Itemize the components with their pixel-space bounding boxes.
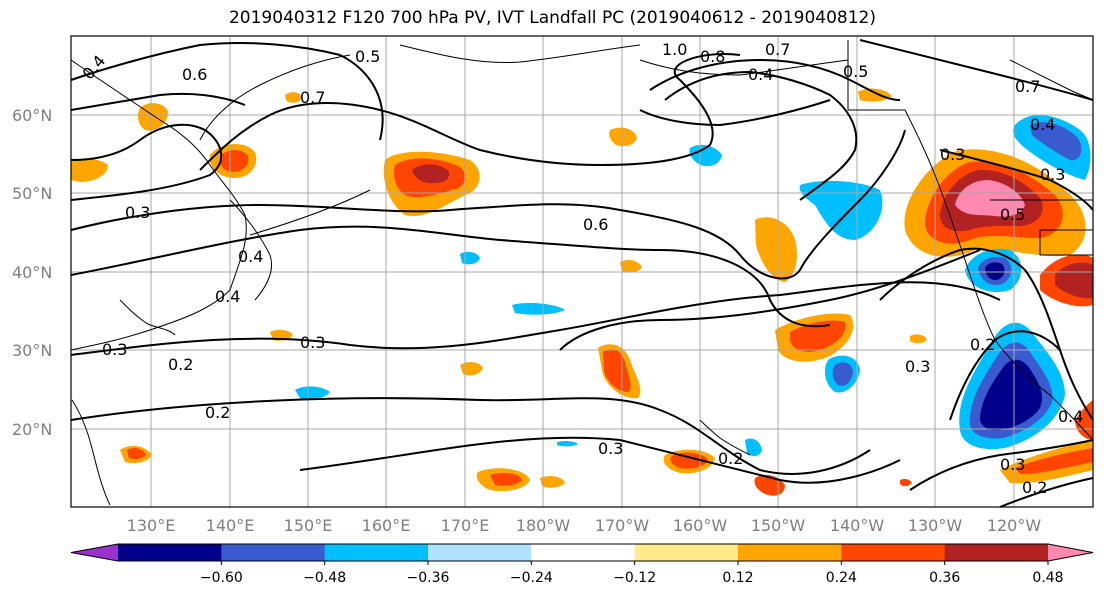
contour-label: 0.3 <box>598 439 623 458</box>
colorbar-tick-label: 0.48 <box>1032 570 1063 586</box>
coastlines <box>70 40 1094 506</box>
lat-label: 20°N <box>12 420 52 439</box>
colorbar: −0.60 −0.48 −0.36 −0.24 −0.12 0.12 0.24 0.36 0.4… <box>70 543 1094 586</box>
contour-label: 0.3 <box>940 145 965 164</box>
lon-label: 150°W <box>751 516 806 535</box>
lon-label: 170°W <box>595 516 650 535</box>
colorbar-tick-label: 0.36 <box>929 570 960 586</box>
pv-contours <box>70 39 1094 508</box>
colorbar-extend-high <box>1048 544 1093 561</box>
contour-label: 0.3 <box>905 357 930 376</box>
contour-label: 0.6 <box>583 215 608 234</box>
colorbar-swatch <box>324 544 429 561</box>
contour-label: 0.3 <box>102 340 127 359</box>
colorbar-tick-label: −0.48 <box>303 570 346 586</box>
contour-label: 0.4 <box>748 65 773 84</box>
contour-label: 0.4 <box>1030 115 1055 134</box>
lat-label: 40°N <box>12 263 52 282</box>
lon-label: 160°E <box>362 516 411 535</box>
map-frame <box>70 35 1094 508</box>
colorbar-swatch <box>221 544 326 561</box>
lon-axis-labels: 130°E 140°E 150°E 160°E 170°E 180°W 170°… <box>127 516 1042 535</box>
lon-label: 160°W <box>673 516 728 535</box>
contour-label: 0.4 <box>238 247 263 266</box>
contour-label: 0.8 <box>700 47 725 66</box>
colorbar-swatch <box>738 544 842 561</box>
contour-label: 0.5 <box>355 47 380 66</box>
contour-label: 0.3 <box>125 203 150 222</box>
colorbar-tick-label: 0.12 <box>722 570 753 586</box>
contour-label: 0.6 <box>182 65 207 84</box>
colorbar-tick-label: −0.36 <box>407 570 450 586</box>
contour-label: 0.3 <box>1000 455 1025 474</box>
contour-label: 0.2 <box>970 335 995 354</box>
colorbar-extend-low <box>71 544 118 561</box>
lon-label: 140°W <box>830 516 885 535</box>
contour-label: 0.5 <box>843 62 868 81</box>
contour-label: 0.2 <box>168 355 193 374</box>
contour-label: 0.2 <box>205 403 230 422</box>
colorbar-swatch <box>841 544 946 561</box>
colorbar-swatch <box>428 544 532 561</box>
contour-label: 1.0 <box>662 40 687 59</box>
colorbar-swatch <box>634 544 739 561</box>
contour-label: 0.4 <box>1058 407 1083 426</box>
lat-axis-labels: 60°N 50°N 40°N 30°N 20°N <box>12 106 52 439</box>
contour-label: 0.3 <box>300 333 325 352</box>
contour-label: 0.2 <box>718 449 743 468</box>
contour-label: 0.7 <box>1015 77 1040 96</box>
colorbar-tick-label: −0.12 <box>613 570 656 586</box>
map-title: 2019040312 F120 700 hPa PV, IVT Landfall… <box>228 8 876 28</box>
lat-label: 60°N <box>12 106 52 125</box>
lon-label: 170°E <box>441 516 490 535</box>
colorbar-tick-label: −0.60 <box>200 570 243 586</box>
lat-label: 50°N <box>12 184 52 203</box>
colorbar-outline <box>70 543 1094 562</box>
contour-label: 0.4 <box>215 287 240 306</box>
contour-label: 0.3 <box>1040 165 1065 184</box>
colorbar-tick-label: −0.24 <box>510 570 553 586</box>
lon-label: 120°W <box>987 516 1042 535</box>
lon-label: 180°W <box>516 516 571 535</box>
colorbar-swatch <box>118 544 222 561</box>
lon-label: 150°E <box>284 516 333 535</box>
colorbar-swatch <box>944 544 1049 561</box>
contour-label: 0.2 <box>1022 478 1047 497</box>
lat-lon-grid <box>71 36 1093 507</box>
lon-label: 130°W <box>908 516 963 535</box>
contour-label: 0.7 <box>765 40 790 59</box>
colorbar-tick-label: 0.24 <box>826 570 857 586</box>
lon-label: 130°E <box>127 516 176 535</box>
colorbar-swatch <box>531 544 636 561</box>
lon-label: 140°E <box>206 516 255 535</box>
contour-label: 0.7 <box>300 88 325 107</box>
lat-label: 30°N <box>12 341 52 360</box>
contour-label: 0.5 <box>1000 205 1025 224</box>
